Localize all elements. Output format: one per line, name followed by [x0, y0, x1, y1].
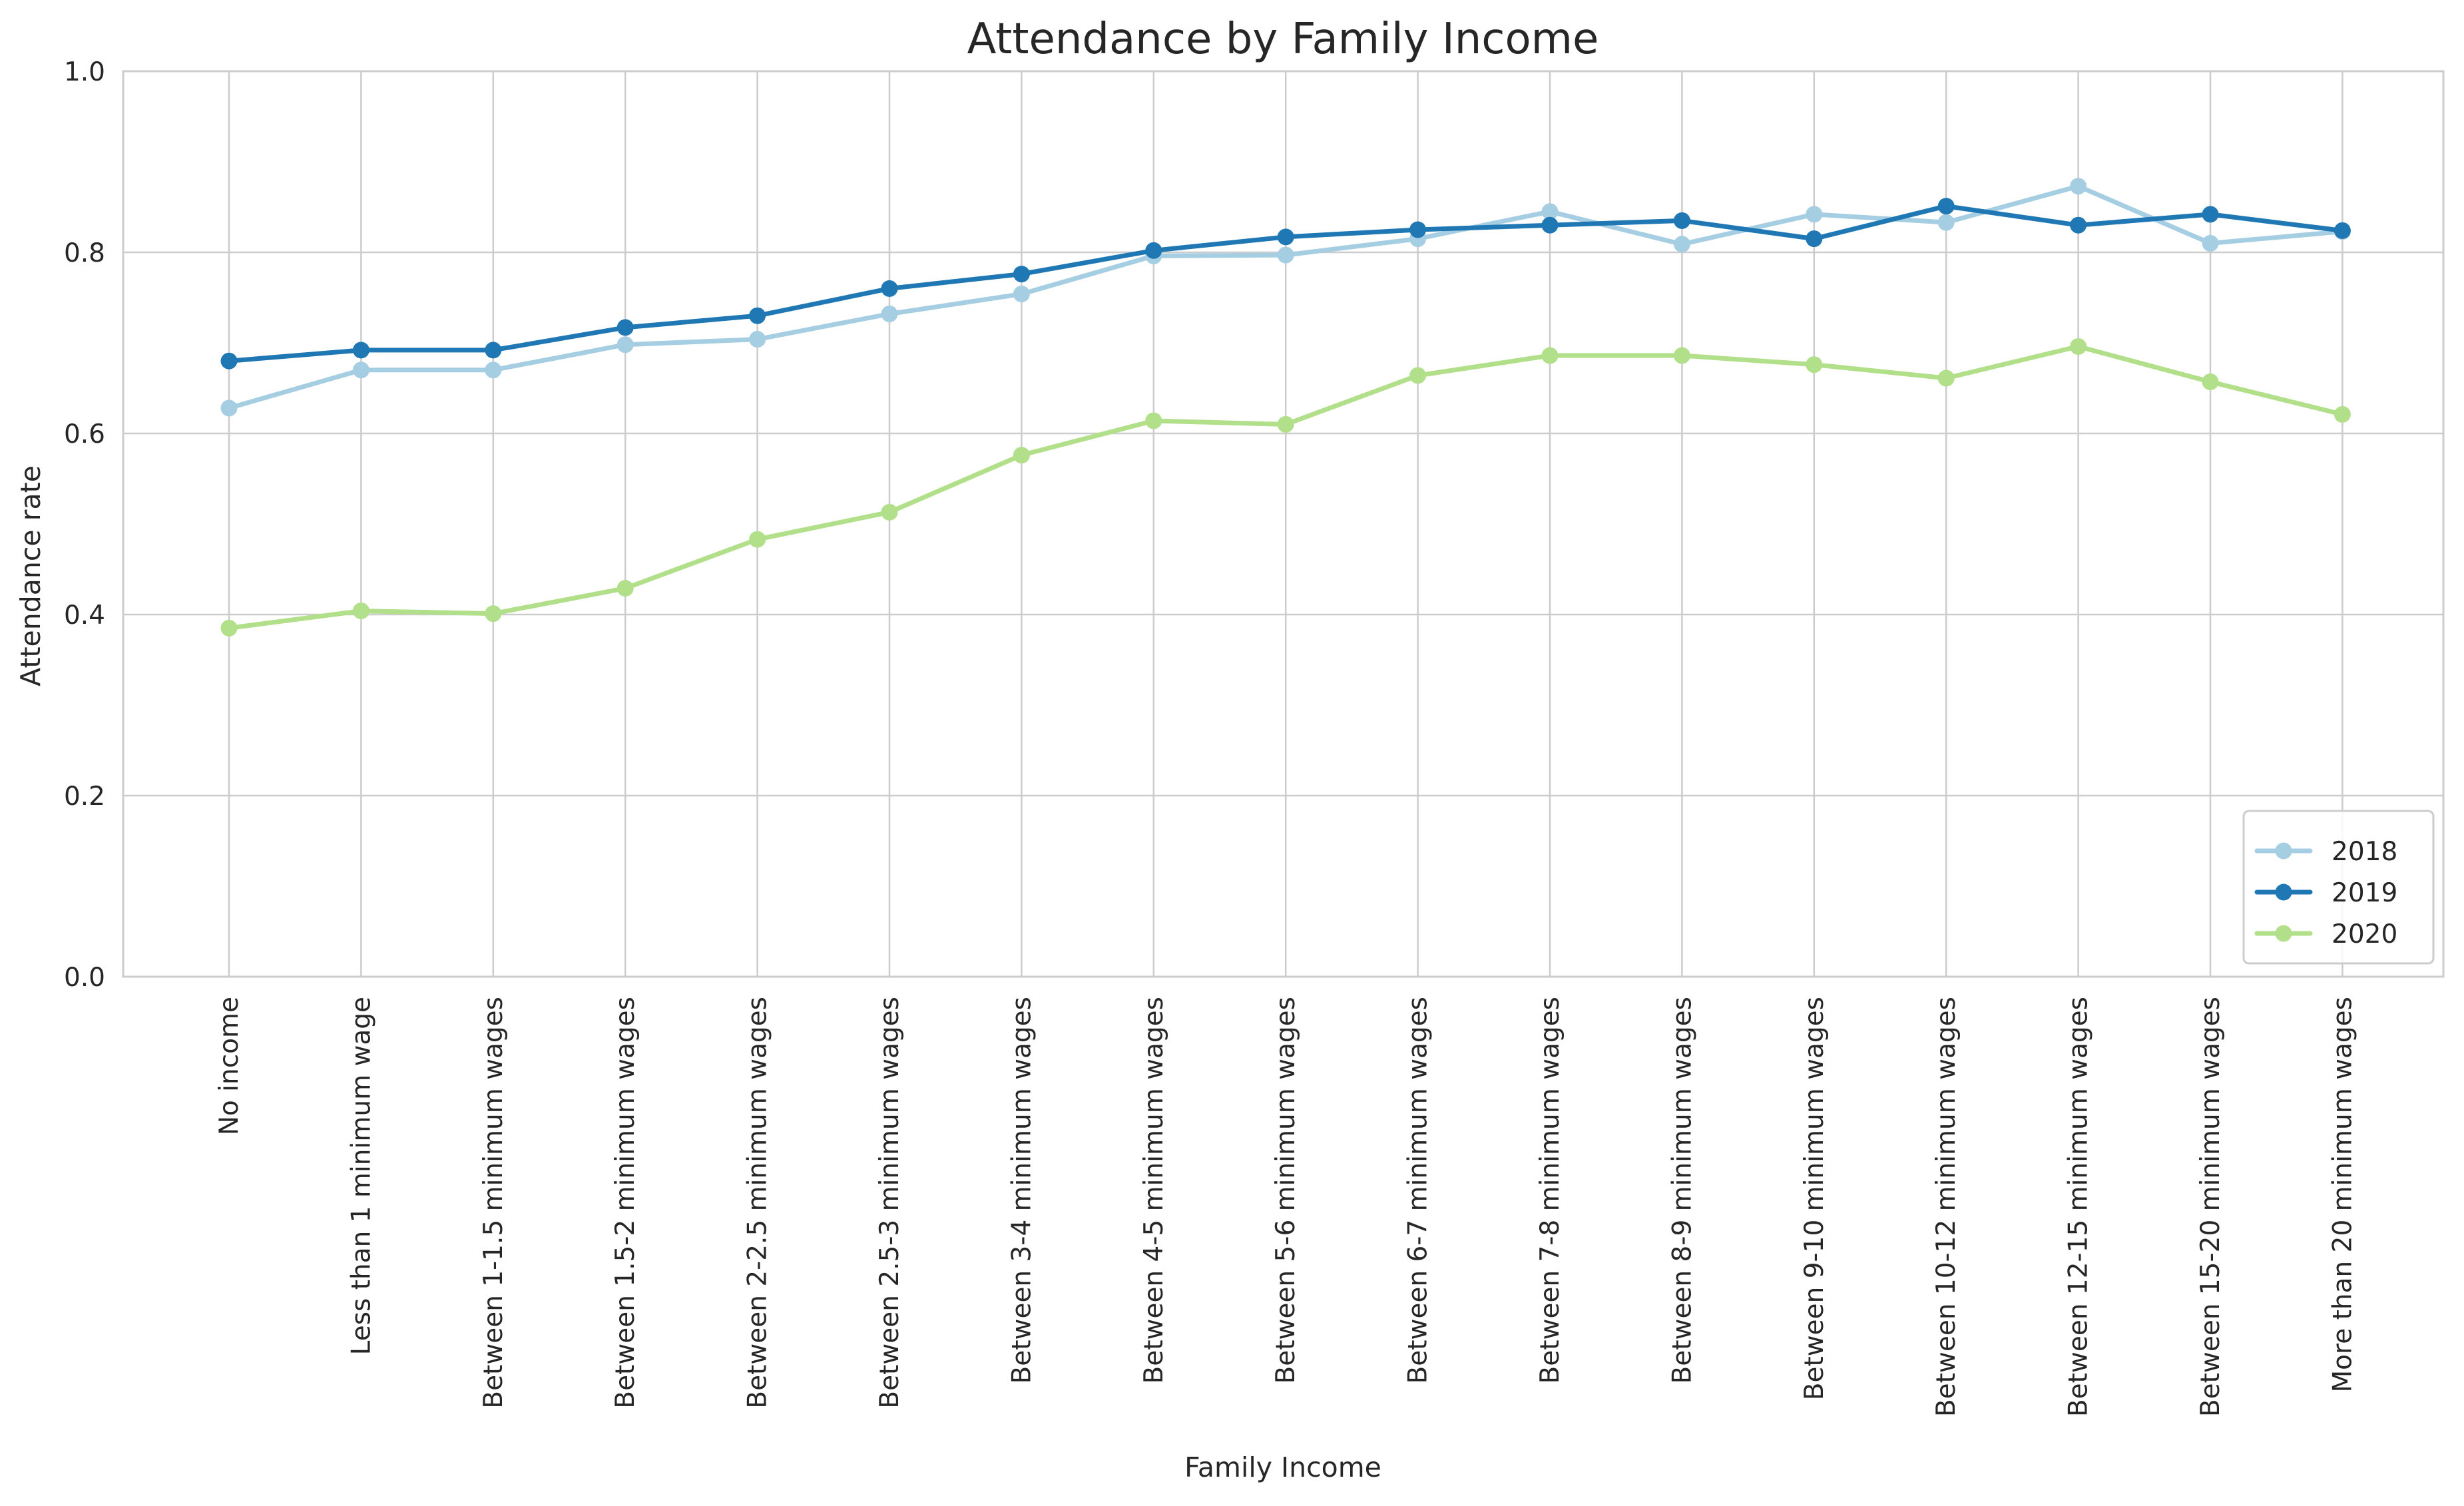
x-tick-label: Between 12-15 minimum wages	[2064, 997, 2094, 1417]
legend-marker	[2275, 842, 2292, 860]
data-point	[2070, 338, 2087, 355]
x-axis-label: Family Income	[1184, 1451, 1381, 1483]
x-tick-label: Between 15-20 minimum wages	[2196, 997, 2226, 1417]
data-point	[1806, 356, 1823, 374]
data-point	[220, 619, 238, 636]
y-tick-label: 0.6	[64, 419, 105, 449]
data-point	[616, 319, 634, 336]
x-tick-label: Between 6-7 minimum wages	[1403, 997, 1433, 1383]
y-tick-label: 0.8	[64, 238, 105, 268]
x-tick-label: Between 4-5 minimum wages	[1139, 997, 1169, 1383]
data-point	[220, 352, 238, 370]
data-point	[616, 336, 634, 354]
legend-label: 2018	[2332, 837, 2397, 867]
x-tick-label: Between 7-8 minimum wages	[1535, 997, 1565, 1383]
x-tick-label: Between 2.5-3 minimum wages	[875, 997, 905, 1409]
series-layer	[220, 178, 2351, 636]
legend-item-2019: 2019	[2254, 878, 2397, 908]
x-tick-label: Less than 1 minimum wage	[346, 997, 376, 1355]
chart-title: Attendance by Family Income	[967, 15, 1599, 64]
y-axis-label: Attendance rate	[15, 465, 47, 686]
data-point	[616, 580, 634, 597]
data-point	[1013, 447, 1030, 464]
data-point	[881, 503, 898, 521]
data-point	[1277, 228, 1294, 246]
y-tick-label: 0.4	[64, 601, 105, 630]
legend-marker	[2275, 883, 2292, 901]
data-point	[352, 342, 370, 359]
data-point	[1541, 203, 1559, 220]
x-tick-label: Between 3-4 minimum wages	[1007, 997, 1037, 1383]
series-2020	[220, 338, 2351, 636]
data-point	[749, 331, 766, 348]
data-point	[2202, 234, 2219, 252]
data-point	[1806, 206, 1823, 223]
data-point	[352, 603, 370, 620]
series-2019	[220, 198, 2351, 370]
grid-layer	[123, 70, 2443, 978]
y-tick-label: 0.0	[64, 963, 105, 993]
data-point	[1277, 246, 1294, 264]
data-point	[2202, 373, 2219, 390]
data-point	[1937, 214, 1955, 231]
x-tick-label: Between 2-2.5 minimum wages	[743, 997, 773, 1409]
x-axis-ticks: No income Less than 1 minimum wage Between…	[214, 997, 2357, 1417]
data-point	[1541, 216, 1559, 234]
data-point	[1409, 367, 1427, 384]
data-point	[881, 280, 898, 297]
data-point	[1673, 347, 1690, 364]
data-point	[749, 307, 766, 324]
data-point	[1673, 236, 1690, 253]
data-point	[352, 362, 370, 379]
y-tick-label: 0.2	[64, 782, 105, 812]
y-axis-ticks: 0.0 0.2 0.4 0.6 0.8 1.0	[64, 57, 105, 993]
data-point	[1937, 370, 1955, 387]
x-tick-label: Between 8-9 minimum wages	[1667, 997, 1697, 1383]
data-point	[220, 399, 238, 417]
legend-label: 2020	[2332, 919, 2397, 949]
plot-border	[122, 70, 2445, 978]
data-point	[485, 362, 502, 379]
legend-item-2018: 2018	[2254, 837, 2397, 867]
data-point	[1673, 212, 1690, 229]
data-point	[2070, 216, 2087, 234]
data-point	[2334, 405, 2351, 423]
data-point	[1277, 415, 1294, 433]
legend-marker	[2275, 925, 2292, 942]
data-point	[1937, 198, 1955, 215]
data-point	[2202, 206, 2219, 223]
data-point	[485, 605, 502, 623]
data-point	[2334, 222, 2351, 239]
x-tick-label: More than 20 minimum wages	[2328, 997, 2357, 1392]
legend-label: 2019	[2332, 878, 2397, 908]
data-point	[2070, 178, 2087, 195]
x-tick-label: Between 9-10 minimum wages	[1800, 997, 1830, 1400]
x-tick-label: No income	[214, 997, 244, 1135]
data-point	[881, 305, 898, 322]
y-tick-label: 1.0	[64, 57, 105, 87]
x-tick-label: Between 5-6 minimum wages	[1271, 997, 1301, 1383]
x-tick-label: Between 1-1.5 minimum wages	[479, 997, 509, 1409]
legend-item-2020: 2020	[2254, 919, 2397, 949]
x-tick-label: Between 10-12 minimum wages	[1931, 997, 1961, 1417]
data-point	[1145, 412, 1162, 429]
x-tick-label: Between 1.5-2 minimum wages	[611, 997, 640, 1409]
data-point	[1541, 347, 1559, 364]
data-point	[1013, 286, 1030, 303]
data-point	[1013, 266, 1030, 283]
data-point	[485, 342, 502, 359]
data-point	[749, 531, 766, 548]
data-point	[1145, 242, 1162, 259]
data-point	[1806, 230, 1823, 248]
data-point	[1409, 221, 1427, 238]
legend: 2018 2019 2020	[2242, 810, 2435, 965]
plot-frame	[122, 70, 2445, 978]
